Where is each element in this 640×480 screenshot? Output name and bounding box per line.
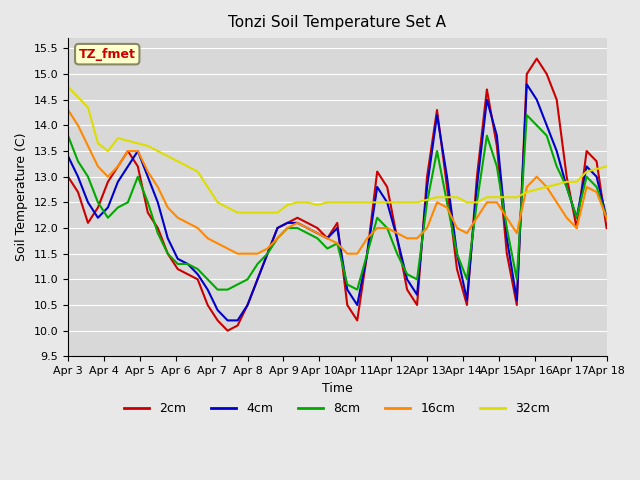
8cm (164, 251, 172, 257)
2cm (593, 158, 600, 164)
16cm (593, 189, 600, 195)
4cm (194, 271, 202, 277)
2cm (224, 328, 232, 334)
Line: 4cm: 4cm (68, 84, 607, 321)
Line: 32cm: 32cm (68, 87, 607, 213)
2cm (563, 174, 570, 180)
32cm (553, 181, 561, 187)
32cm (64, 84, 72, 90)
4cm (593, 174, 600, 180)
16cm (234, 251, 241, 257)
16cm (603, 215, 611, 221)
2cm (533, 56, 541, 61)
Title: Tonzi Soil Temperature Set A: Tonzi Soil Temperature Set A (228, 15, 446, 30)
2cm (274, 225, 282, 231)
2cm (194, 276, 202, 282)
8cm (523, 112, 531, 118)
32cm (124, 138, 132, 144)
4cm (164, 235, 172, 241)
4cm (274, 225, 282, 231)
Y-axis label: Soil Temperature (C): Soil Temperature (C) (15, 133, 28, 262)
4cm (224, 318, 232, 324)
8cm (563, 184, 570, 190)
8cm (593, 184, 600, 190)
32cm (164, 153, 172, 159)
2cm (164, 251, 172, 257)
32cm (194, 168, 202, 174)
32cm (234, 210, 241, 216)
2cm (64, 174, 72, 180)
32cm (593, 166, 600, 172)
16cm (124, 148, 132, 154)
Legend: 2cm, 4cm, 8cm, 16cm, 32cm: 2cm, 4cm, 8cm, 16cm, 32cm (119, 397, 556, 420)
8cm (124, 200, 132, 205)
4cm (523, 82, 531, 87)
4cm (603, 215, 611, 221)
4cm (124, 164, 132, 169)
16cm (194, 225, 202, 231)
X-axis label: Time: Time (322, 382, 353, 395)
2cm (124, 148, 132, 154)
8cm (64, 133, 72, 139)
8cm (603, 215, 611, 221)
Text: TZ_fmet: TZ_fmet (79, 48, 136, 60)
Line: 2cm: 2cm (68, 59, 607, 331)
16cm (164, 204, 172, 210)
32cm (274, 210, 282, 216)
8cm (274, 235, 282, 241)
8cm (194, 266, 202, 272)
16cm (274, 235, 282, 241)
2cm (603, 225, 611, 231)
32cm (603, 164, 611, 169)
Line: 16cm: 16cm (68, 110, 607, 254)
4cm (563, 184, 570, 190)
16cm (553, 200, 561, 205)
16cm (64, 107, 72, 113)
Line: 8cm: 8cm (68, 115, 607, 289)
8cm (214, 287, 221, 292)
4cm (64, 153, 72, 159)
